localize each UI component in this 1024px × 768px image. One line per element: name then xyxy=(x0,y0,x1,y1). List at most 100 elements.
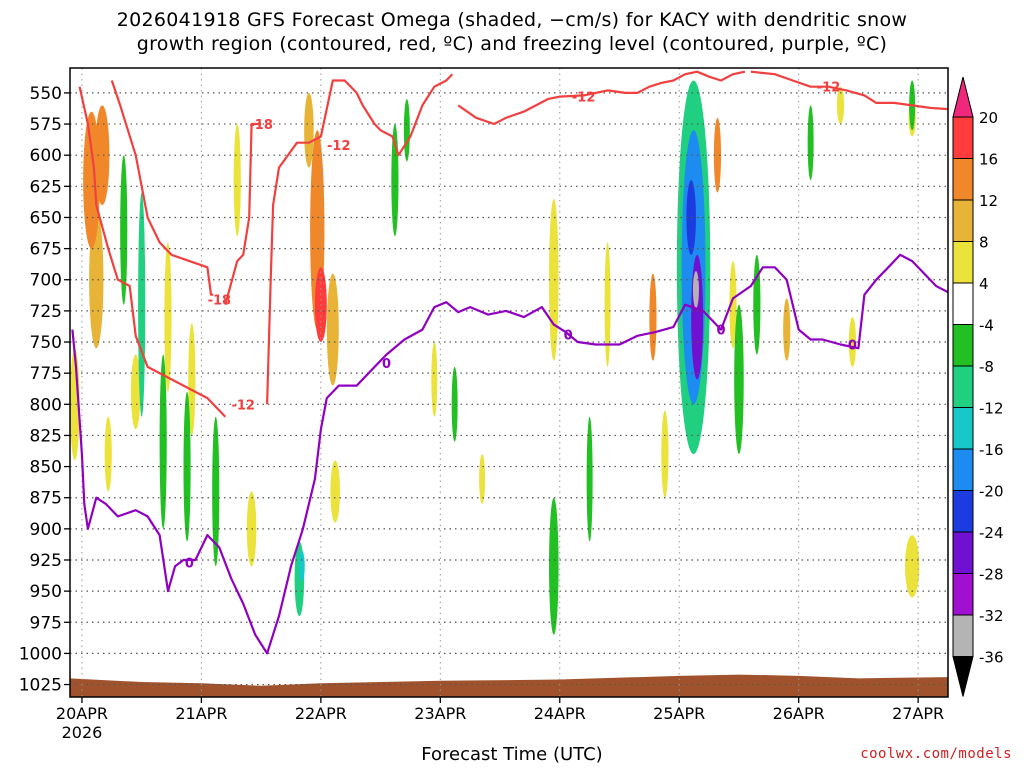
omega-blob xyxy=(753,254,761,355)
colorbar-label: 8 xyxy=(979,234,989,252)
colorbar-bin xyxy=(952,116,974,159)
colorbar-bin xyxy=(952,407,974,450)
colorbar-bin xyxy=(952,199,974,242)
y-tick-label: 675 xyxy=(30,240,62,260)
colorbar-bin xyxy=(952,282,974,325)
omega-blob xyxy=(713,117,722,193)
x-axis-label: Forecast Time (UTC) xyxy=(421,744,603,765)
colorbar-bin xyxy=(952,241,974,284)
terrain-fill xyxy=(70,674,948,697)
contour-label: -12 xyxy=(231,398,255,413)
y-tick-label: 875 xyxy=(30,489,62,509)
omega-blob xyxy=(159,354,167,529)
colorbar-label: -8 xyxy=(979,358,994,376)
x-tick-label: 27APR xyxy=(892,704,944,723)
contour-dgz_-12_c xyxy=(750,70,948,111)
contour-dgz_-18_a xyxy=(78,86,227,418)
x-tick-label: 25APR xyxy=(653,704,705,723)
y-tick-label: 700 xyxy=(30,271,62,291)
x-tick-label: 22APR xyxy=(295,704,347,723)
contour-label: 0 xyxy=(717,324,726,339)
omega-blob xyxy=(183,391,191,542)
colorbar-label: -32 xyxy=(979,607,1004,625)
omega-blob xyxy=(586,416,593,542)
omega-blob xyxy=(686,180,696,255)
omega-blob xyxy=(451,366,458,442)
contour-dgz_-12_a xyxy=(266,73,454,405)
omega-blob xyxy=(431,342,438,417)
colorbar-label: 20 xyxy=(979,109,998,127)
colorbar-bin xyxy=(952,365,974,408)
contour-freezing_0 xyxy=(71,253,948,655)
y-tick-label: 925 xyxy=(30,551,62,571)
colorbar-label: -36 xyxy=(979,649,1004,667)
omega-blob xyxy=(104,416,112,492)
y-tick-label: 650 xyxy=(30,208,62,228)
colorbar-bin xyxy=(952,324,974,367)
x-tick-label: 20APR xyxy=(56,704,108,723)
colorbar-label: -16 xyxy=(979,441,1004,459)
omega-blob xyxy=(692,271,699,309)
plot-frame xyxy=(69,67,949,698)
colorbar-bottom-arrow xyxy=(952,656,974,697)
y-tick-label: 775 xyxy=(30,364,62,384)
contour-label: -12 xyxy=(327,139,351,154)
omega-blob xyxy=(298,550,305,582)
chart-title-line-1: 2026041918 GFS Forecast Omega (shaded, −… xyxy=(116,9,908,31)
y-tick-label: 600 xyxy=(30,146,62,166)
contour-label: 0 xyxy=(848,339,857,354)
x-sub-label: 2026 xyxy=(62,723,103,742)
omega-blob xyxy=(734,304,744,455)
colorbar-label: 16 xyxy=(979,151,998,169)
omega-blob xyxy=(604,242,611,367)
omega-blob xyxy=(783,298,791,361)
y-tick-label: 550 xyxy=(30,84,62,104)
omega-blob xyxy=(326,273,339,386)
colorbar-bin xyxy=(952,158,974,201)
x-tick-label: 23APR xyxy=(414,704,466,723)
y-tick-label: 625 xyxy=(30,177,62,197)
omega-blob xyxy=(649,273,657,361)
colorbar-bin xyxy=(952,531,974,574)
contour-dgz_-12_b xyxy=(457,70,746,126)
contour-label: -12 xyxy=(572,91,596,106)
omega-blob xyxy=(807,105,814,181)
colorbar-label: 12 xyxy=(979,192,998,210)
colorbar-label: -28 xyxy=(979,566,1004,584)
plot-background xyxy=(70,68,948,697)
colorbar-label: -4 xyxy=(979,317,994,335)
plot-area: -18 -12 -12 -12 -18 -12 0 0 0 0 0 xyxy=(70,68,948,697)
omega-blob xyxy=(330,460,340,523)
y-tick-label: 725 xyxy=(30,302,62,322)
y-tick-label: 850 xyxy=(30,458,62,478)
colorbar-bin xyxy=(952,614,974,657)
chart-title-line-2: growth region (contoured, red, ºC) and f… xyxy=(136,33,888,55)
x-tick-label: 26APR xyxy=(773,704,825,723)
y-tick-label: 950 xyxy=(30,582,62,602)
contour-label: -18 xyxy=(208,294,232,309)
gridlines xyxy=(70,68,948,697)
colorbar: 20 16 12 8 4 -4 -8 -12 -16 -20 -24 -28 -32 -36 xyxy=(952,76,1004,697)
omega-blob xyxy=(661,410,669,498)
omega-blob xyxy=(479,454,486,504)
x-tick-label: 24APR xyxy=(534,704,586,723)
credit-text: coolwx.com/models xyxy=(860,746,1012,762)
contour-label: -18 xyxy=(249,118,273,133)
colorbar-label: -20 xyxy=(979,483,1004,501)
y-tick-label: 750 xyxy=(30,333,62,353)
contour-label: 0 xyxy=(564,329,573,344)
y-tick-label: 800 xyxy=(30,395,62,415)
contour-label: -12 xyxy=(817,81,841,96)
y-tick-label: 900 xyxy=(30,520,62,540)
y-tick-label: 975 xyxy=(30,613,62,633)
omega-blob xyxy=(729,261,737,349)
omega-blob xyxy=(836,86,845,125)
y-tick-label: 1025 xyxy=(19,676,62,696)
contour-label: 0 xyxy=(185,556,194,571)
colorbar-bin xyxy=(952,490,974,533)
contour-label: 0 xyxy=(382,357,391,372)
contour-dgz_-18_b xyxy=(110,80,214,296)
y-tick-label: 825 xyxy=(30,426,62,446)
omega-blob xyxy=(233,124,241,237)
